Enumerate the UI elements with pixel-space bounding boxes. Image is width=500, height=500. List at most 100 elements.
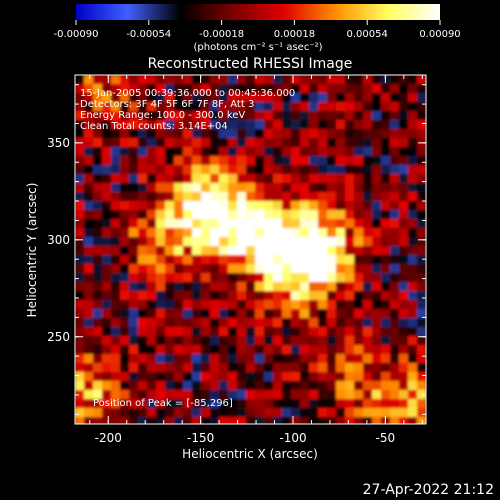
heatmap-cell (75, 129, 85, 139)
heatmap-cell (102, 246, 112, 256)
heatmap-cell (327, 309, 337, 319)
heatmap-cell (417, 336, 426, 346)
heatmap-cell (345, 201, 355, 211)
heatmap-cell (210, 291, 220, 301)
heatmap-cell (372, 93, 382, 103)
heatmap-cell (390, 309, 400, 319)
heatmap-cell (336, 138, 346, 148)
heatmap-cell (93, 102, 103, 112)
heatmap-cell (84, 354, 94, 364)
heatmap-cell (147, 102, 157, 112)
heatmap-cell (147, 417, 157, 424)
heatmap-cell (111, 246, 121, 256)
heatmap-cell (93, 111, 103, 121)
heatmap-cell (102, 75, 112, 85)
heatmap-cell (354, 174, 364, 184)
heatmap-cell (345, 138, 355, 148)
heatmap-cell (372, 318, 382, 328)
heatmap-cell (246, 102, 256, 112)
heatmap-cell (390, 129, 400, 139)
heatmap-cell (399, 309, 409, 319)
heatmap-cell (327, 291, 337, 301)
heatmap-cell (237, 147, 247, 157)
heatmap-cell (345, 300, 355, 310)
heatmap-cell (408, 219, 418, 229)
heatmap-cell (84, 390, 94, 400)
heatmap-cell (201, 192, 211, 202)
heatmap-cell (363, 273, 373, 283)
heatmap-cell (75, 147, 85, 157)
heatmap-cell (282, 147, 292, 157)
heatmap-cell (264, 282, 274, 292)
heatmap-cell (255, 201, 265, 211)
heatmap-cell (399, 291, 409, 301)
heatmap-cell (228, 129, 238, 139)
heatmap-cell (354, 318, 364, 328)
heatmap-cell (237, 201, 247, 211)
heatmap-cell (210, 417, 220, 424)
heatmap-cell (264, 138, 274, 148)
heatmap-cell (300, 237, 310, 247)
heatmap-cell (309, 255, 319, 265)
heatmap-cell (210, 165, 220, 175)
heatmap-cell (147, 300, 157, 310)
heatmap-cell (300, 363, 310, 373)
heatmap-cell (201, 309, 211, 319)
heatmap-cell (120, 165, 130, 175)
heatmap-cell (84, 192, 94, 202)
heatmap-cell (120, 237, 130, 247)
heatmap-cell (390, 381, 400, 391)
heatmap-cell (102, 264, 112, 274)
heatmap-cell (201, 183, 211, 193)
heatmap-cell (174, 345, 184, 355)
heatmap-cell (192, 336, 202, 346)
heatmap-cell (273, 381, 283, 391)
heatmap-cell (147, 318, 157, 328)
heatmap-cell (192, 318, 202, 328)
heatmap-cell (255, 336, 265, 346)
heatmap-cell (75, 381, 85, 391)
heatmap-cell (165, 228, 175, 238)
heatmap-cell (111, 318, 121, 328)
heatmap-cell (192, 417, 202, 424)
heatmap-cell (75, 219, 85, 229)
heatmap-cell (255, 399, 265, 409)
heatmap-cell (291, 327, 301, 337)
heatmap-cell (93, 399, 103, 409)
heatmap-cell (282, 93, 292, 103)
heatmap-cell (318, 147, 328, 157)
heatmap-cell (93, 264, 103, 274)
heatmap-cell (372, 336, 382, 346)
heatmap-cell (219, 147, 229, 157)
heatmap-cell (192, 345, 202, 355)
heatmap-cell (336, 129, 346, 139)
heatmap-cell (183, 354, 193, 364)
heatmap-cell (372, 255, 382, 265)
heatmap-cell (75, 183, 85, 193)
heatmap-cell (417, 228, 426, 238)
heatmap-cell (282, 156, 292, 166)
heatmap-cell (309, 147, 319, 157)
heatmap-cell (147, 219, 157, 229)
heatmap-cell (345, 165, 355, 175)
heatmap-cell (408, 381, 418, 391)
heatmap-cell (75, 237, 85, 247)
heatmap-cell (417, 273, 426, 283)
heatmap-cell (129, 120, 139, 130)
heatmap-cell (84, 228, 94, 238)
heatmap-cell (138, 129, 148, 139)
heatmap-cell (156, 93, 166, 103)
heatmap-cell (192, 282, 202, 292)
heatmap-cell (309, 408, 319, 418)
heatmap-cell (75, 336, 85, 346)
heatmap-cell (327, 156, 337, 166)
heatmap-cell (354, 417, 364, 424)
heatmap-cell (129, 237, 139, 247)
heatmap-cell (372, 282, 382, 292)
heatmap-cell (210, 354, 220, 364)
heatmap-cell (255, 210, 265, 220)
heatmap-cell (354, 291, 364, 301)
heatmap-cell (138, 84, 148, 94)
heatmap-cell (174, 372, 184, 382)
heatmap-cell (102, 156, 112, 166)
